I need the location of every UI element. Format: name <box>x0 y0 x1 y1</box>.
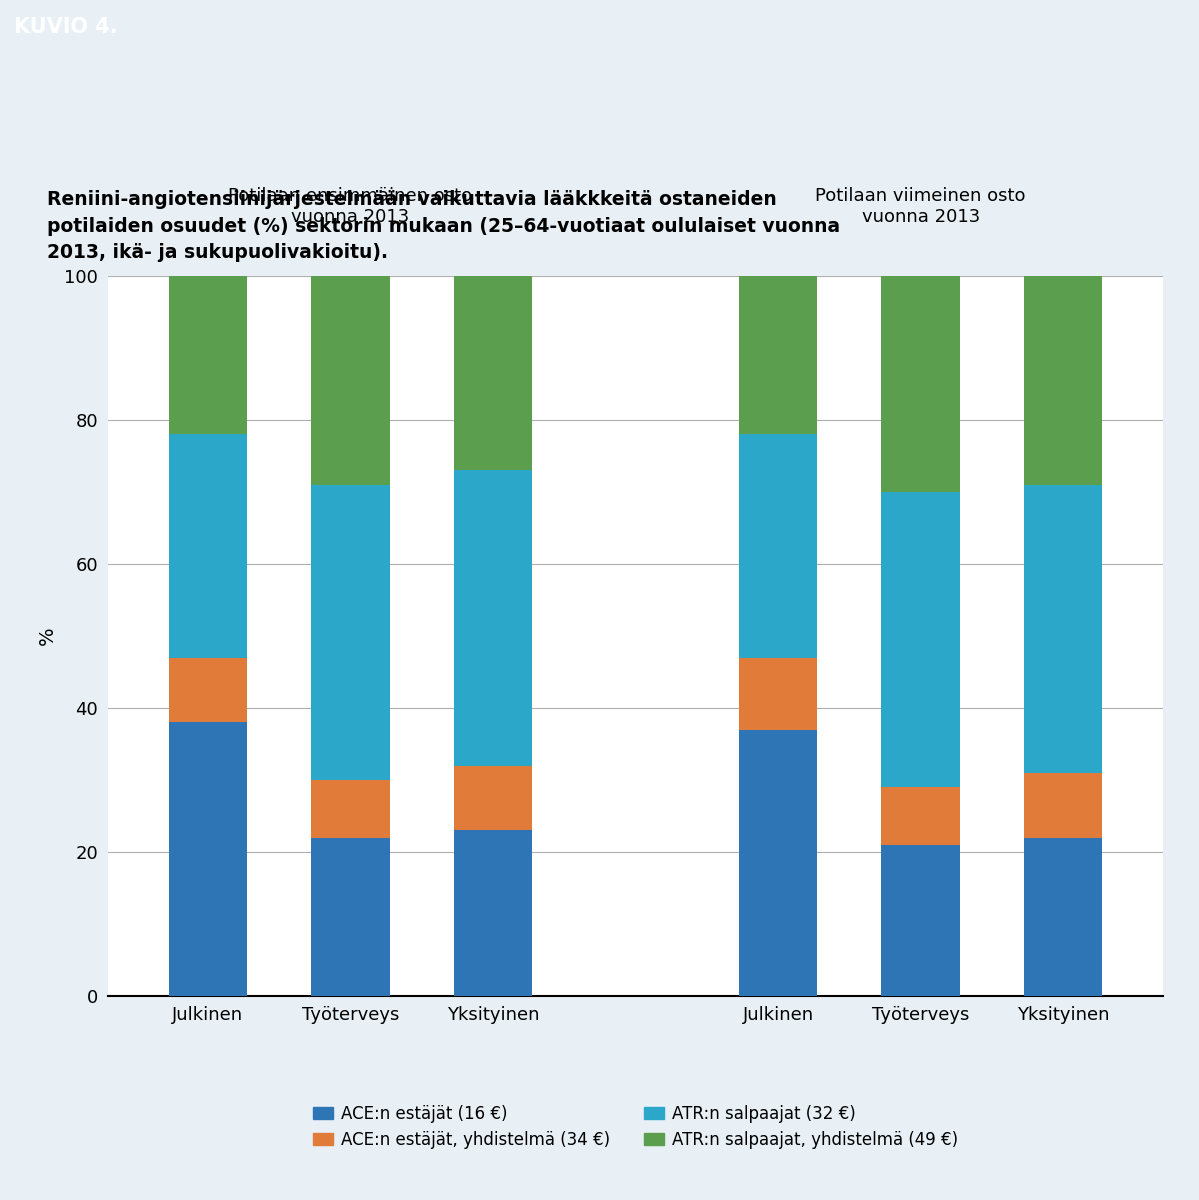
Bar <box>169 658 247 722</box>
Bar <box>311 780 390 838</box>
Bar <box>311 485 390 780</box>
Bar <box>453 766 532 830</box>
Bar <box>739 276 818 434</box>
Bar <box>311 276 390 485</box>
Bar <box>881 787 960 845</box>
Bar <box>453 470 532 766</box>
Text: Potilaan ensimmäinen osto
vuonna 2013: Potilaan ensimmäinen osto vuonna 2013 <box>228 187 472 226</box>
Legend: ACE:n estäjät (16 €), ACE:n estäjät, yhdistelmä (34 €), ATR:n salpaajat (32 €), : ACE:n estäjät (16 €), ACE:n estäjät, yhd… <box>306 1098 965 1156</box>
Text: Potilaan viimeinen osto
vuonna 2013: Potilaan viimeinen osto vuonna 2013 <box>815 187 1026 226</box>
Bar <box>169 434 247 658</box>
Bar <box>453 276 532 470</box>
Bar <box>453 830 532 996</box>
Bar <box>881 845 960 996</box>
Bar <box>169 276 247 434</box>
Bar <box>881 492 960 787</box>
Bar <box>739 730 818 996</box>
Y-axis label: %: % <box>38 626 58 646</box>
Bar <box>881 276 960 492</box>
Bar <box>739 658 818 730</box>
Bar <box>739 434 818 658</box>
Bar <box>1024 773 1102 838</box>
Bar <box>169 722 247 996</box>
Text: KUVIO 4.: KUVIO 4. <box>14 17 118 37</box>
Bar <box>311 838 390 996</box>
Bar <box>1024 276 1102 485</box>
Bar <box>1024 838 1102 996</box>
Text: Reniini-angiotensiinijärjestelmään vaikuttavia lääkkkeitä ostaneiden
potilaiden : Reniini-angiotensiinijärjestelmään vaiku… <box>47 190 840 262</box>
Bar <box>1024 485 1102 773</box>
